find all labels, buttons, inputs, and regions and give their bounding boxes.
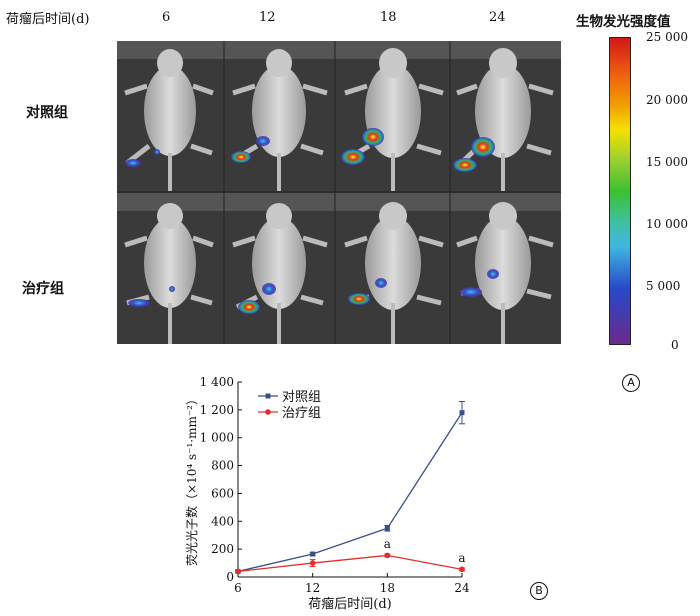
mouse-treatment-d12 — [232, 203, 328, 344]
y-tick-label: 400 — [211, 514, 234, 528]
colorbar-title: 生物发光强度值 — [576, 14, 671, 30]
time-label-18: 18 — [380, 10, 397, 25]
data-point — [309, 560, 316, 566]
series-line — [237, 412, 463, 573]
colorbar-tick: 10 000 — [646, 217, 688, 231]
data-point — [235, 568, 241, 575]
y-tick-label: 200 — [211, 542, 234, 556]
group-label-treatment: 治疗组 — [22, 281, 64, 297]
x-tick-label: 24 — [454, 581, 470, 595]
x-tick-label: 6 — [234, 581, 242, 595]
legend-label: 对照组 — [282, 390, 321, 405]
data-point — [459, 410, 465, 416]
colorbar-tick: 25 000 — [646, 30, 688, 44]
data-point — [310, 551, 316, 557]
series-line — [237, 554, 463, 573]
x-axis-label: 荷瘤后时间(d) — [308, 596, 391, 612]
time-label-12: 12 — [259, 10, 276, 25]
imaging-grid — [117, 41, 561, 344]
y-axis-label: 荧光光子数（×10⁴ s⁻¹·mm⁻²） — [184, 393, 199, 566]
mouse-control-d6 — [124, 49, 214, 191]
colorbar — [609, 37, 631, 345]
mouse-control-d18 — [341, 48, 444, 191]
y-tick-label: 0 — [226, 570, 234, 584]
colorbar-tick: 5 000 — [646, 279, 681, 293]
legend-marker — [265, 409, 271, 415]
data-point — [384, 552, 391, 559]
y-tick-label: 800 — [211, 459, 234, 473]
mouse-treatment-d6 — [124, 203, 214, 344]
annotation: a — [384, 537, 391, 551]
y-tick-label: 1 000 — [200, 431, 234, 445]
y-tick-label: 1 400 — [200, 375, 234, 389]
colorbar-tick: 0 — [671, 338, 679, 352]
corner-header: 荷瘤后时间(d) — [6, 12, 90, 27]
data-point — [459, 566, 465, 573]
mouse-treatment-d18 — [344, 202, 444, 344]
panel-label-a: A — [622, 374, 640, 392]
panel-label-b: B — [530, 582, 548, 600]
colorbar-tick: 15 000 — [646, 155, 688, 169]
time-label-6: 6 — [162, 10, 171, 25]
mouse-control-d12 — [231, 49, 328, 191]
line-chart: 0 200 400 600 800 1 000 1 200 1 400 6 12 18 24 荷瘤后时间… — [184, 375, 470, 612]
legend-marker — [265, 393, 271, 399]
legend-label: 治疗组 — [282, 406, 321, 421]
colorbar-tick: 20 000 — [646, 93, 688, 107]
y-tick-label: 600 — [211, 486, 234, 500]
group-label-control: 对照组 — [26, 105, 68, 121]
imaging-panel — [117, 41, 561, 344]
time-label-24: 24 — [489, 10, 506, 25]
mouse-control-d24 — [453, 48, 554, 191]
x-tick-label: 12 — [305, 581, 320, 595]
y-tick-label: 1 200 — [200, 403, 234, 417]
mouse-treatment-d24 — [456, 202, 554, 344]
annotation: a — [458, 551, 465, 565]
x-tick-label: 18 — [380, 581, 395, 595]
data-point — [384, 525, 390, 531]
